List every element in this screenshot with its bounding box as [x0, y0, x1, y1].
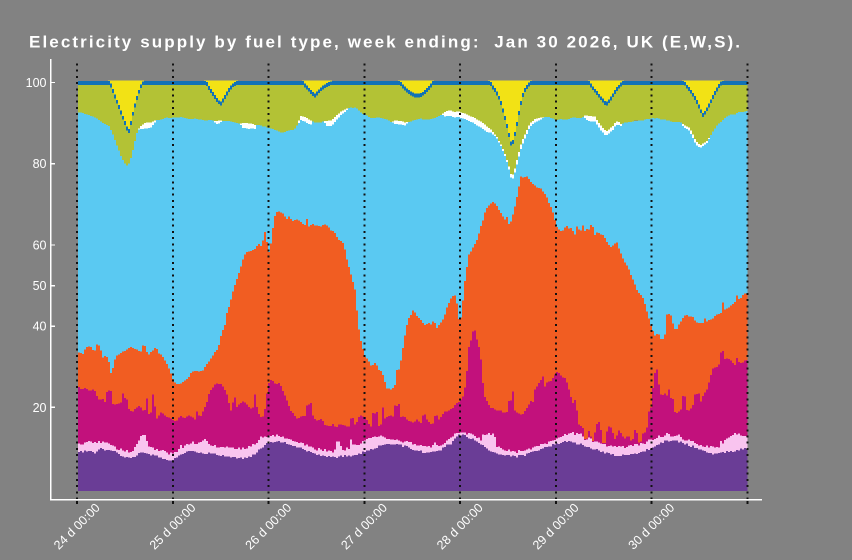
svg-text:20: 20 — [33, 401, 47, 415]
svg-text:Electricity supply by fuel typ: Electricity supply by fuel type, week en… — [29, 33, 742, 52]
svg-text:60: 60 — [33, 238, 47, 252]
svg-text:80: 80 — [33, 157, 47, 171]
svg-text:40: 40 — [33, 320, 47, 334]
svg-text:100: 100 — [26, 76, 47, 90]
svg-text:50: 50 — [33, 279, 47, 293]
